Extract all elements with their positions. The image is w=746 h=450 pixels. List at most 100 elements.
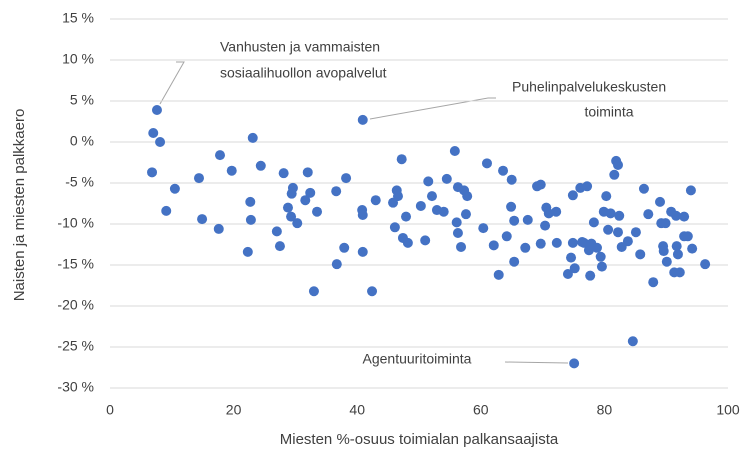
annotation: Puhelinpalvelukeskusten xyxy=(512,79,666,95)
point xyxy=(339,242,350,253)
point xyxy=(213,223,224,234)
point xyxy=(451,217,462,228)
point xyxy=(605,208,616,219)
point xyxy=(671,241,682,252)
point xyxy=(481,158,492,169)
x-tick-label: 0 xyxy=(106,402,114,418)
x-tick-label: 20 xyxy=(226,402,242,418)
point xyxy=(396,154,407,165)
point xyxy=(660,218,671,229)
point xyxy=(509,256,520,267)
point xyxy=(341,173,352,184)
x-tick-label: 60 xyxy=(473,402,489,418)
point xyxy=(245,214,256,225)
point xyxy=(488,240,499,251)
point xyxy=(648,277,659,288)
point xyxy=(286,211,297,222)
y-tick-label: -5 % xyxy=(65,174,94,190)
point xyxy=(357,246,368,257)
point xyxy=(161,205,172,216)
point xyxy=(595,251,606,262)
y-tick-label: -25 % xyxy=(57,338,94,354)
point xyxy=(305,187,316,198)
point xyxy=(197,214,208,225)
point xyxy=(292,218,303,229)
point xyxy=(402,237,413,248)
point xyxy=(622,236,633,247)
point xyxy=(271,226,282,237)
point xyxy=(148,127,159,138)
point xyxy=(588,217,599,228)
point xyxy=(661,256,672,267)
point xyxy=(540,220,551,231)
point xyxy=(658,246,669,257)
point xyxy=(357,114,368,125)
point xyxy=(674,267,685,278)
point xyxy=(638,183,649,194)
point xyxy=(601,191,612,202)
point xyxy=(370,195,381,206)
x-tick-label: 100 xyxy=(716,402,740,418)
point xyxy=(627,336,638,347)
point xyxy=(357,209,368,220)
point xyxy=(278,168,289,179)
point xyxy=(401,211,412,222)
point xyxy=(155,137,166,147)
point xyxy=(591,242,602,253)
point xyxy=(308,286,319,297)
point xyxy=(585,270,596,281)
point xyxy=(392,191,403,202)
x-axis-title: Miesten %-osuus toimialan palkansaajista xyxy=(280,431,559,448)
point xyxy=(682,231,693,242)
y-tick-label: -30 % xyxy=(57,379,94,395)
point xyxy=(247,132,258,143)
point xyxy=(226,165,237,176)
point xyxy=(441,173,452,184)
point xyxy=(331,259,342,270)
point xyxy=(426,191,437,202)
y-tick-label: -15 % xyxy=(57,256,94,272)
y-axis-title: Naisten ja miesten palkkaero xyxy=(11,109,28,302)
point xyxy=(193,173,204,184)
point xyxy=(612,159,623,170)
point xyxy=(569,358,580,369)
point xyxy=(151,105,162,116)
point xyxy=(596,261,607,272)
point xyxy=(478,223,489,234)
leader-line xyxy=(504,361,569,364)
point xyxy=(423,176,434,187)
point xyxy=(300,195,311,206)
point xyxy=(415,200,426,211)
point xyxy=(460,209,471,220)
point xyxy=(614,210,625,221)
y-tick-label: 10 % xyxy=(62,51,94,67)
point xyxy=(245,196,256,207)
point xyxy=(302,167,313,178)
x-tick-label: 40 xyxy=(349,402,365,418)
point xyxy=(452,228,463,239)
point xyxy=(655,196,666,207)
annotation: Agentuuritoiminta xyxy=(363,351,472,367)
leader-line xyxy=(369,97,496,120)
point xyxy=(535,238,546,249)
x-tick-label: 80 xyxy=(597,402,613,418)
point xyxy=(520,242,531,253)
point xyxy=(522,214,533,225)
point xyxy=(312,206,323,217)
y-tick-label: 15 % xyxy=(62,10,94,26)
point xyxy=(579,237,590,248)
point xyxy=(672,249,683,260)
point xyxy=(493,269,504,280)
point xyxy=(671,210,682,221)
point xyxy=(700,259,711,270)
point xyxy=(462,191,473,202)
point xyxy=(569,263,580,274)
y-tick-label: -10 % xyxy=(57,215,94,231)
point xyxy=(506,174,517,185)
point xyxy=(679,211,690,222)
y-tick-label: -20 % xyxy=(57,297,94,313)
point xyxy=(567,237,578,248)
point xyxy=(242,246,253,257)
point xyxy=(535,179,546,190)
